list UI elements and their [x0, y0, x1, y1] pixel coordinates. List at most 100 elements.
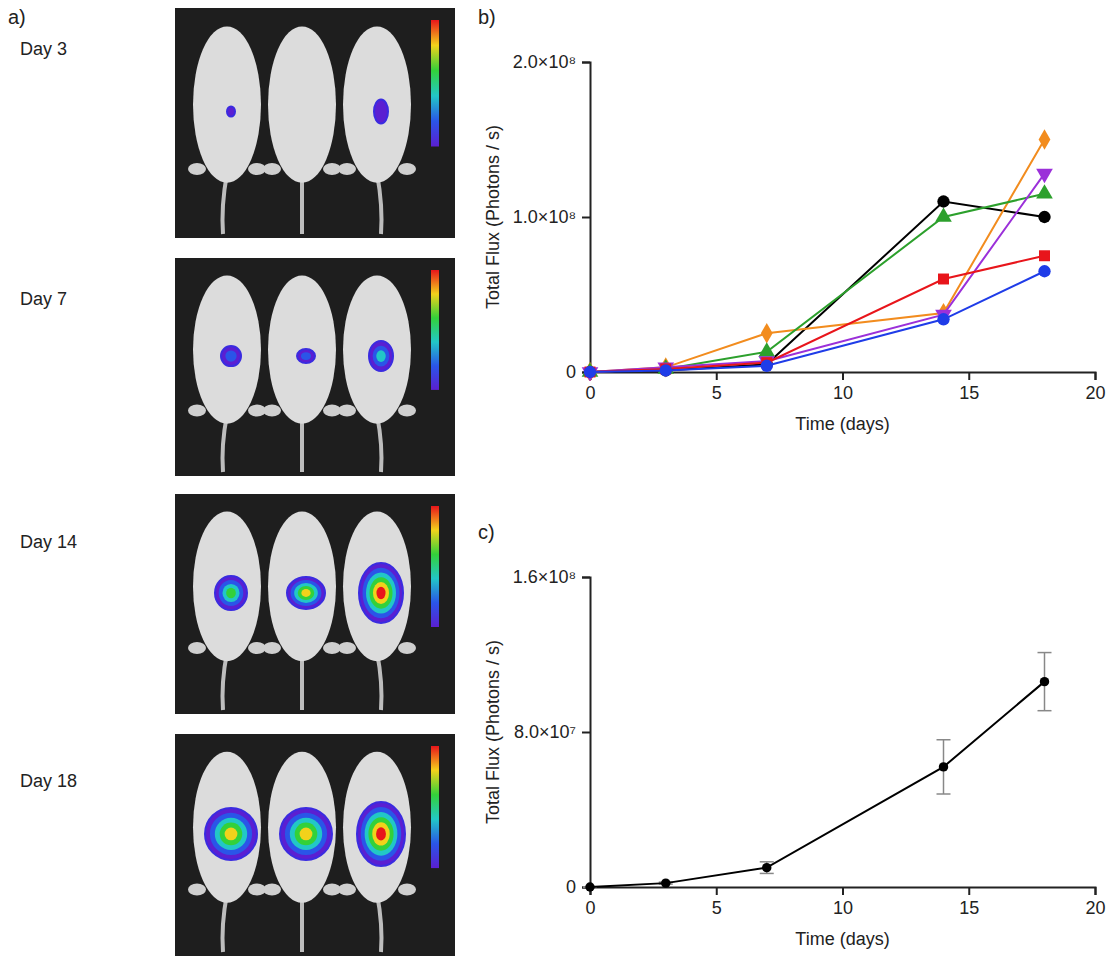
data-point: [585, 882, 594, 891]
data-point: [938, 274, 949, 285]
tick: 1.6×10⁸: [513, 567, 590, 587]
mouse: [263, 26, 341, 234]
x-axis-title: Time (days): [795, 414, 889, 434]
mouse-leg: [188, 883, 206, 895]
x-axis-title: Time (days): [795, 929, 889, 949]
mouse-body: [343, 512, 411, 662]
tick-label: 8.0×10⁷: [514, 722, 576, 742]
signal-blob: [205, 808, 257, 860]
mouse-body: [268, 512, 336, 662]
day-label: Day 3: [20, 39, 67, 59]
data-point: [939, 762, 948, 771]
signal-blob: [357, 802, 405, 866]
data-point: [660, 364, 672, 376]
series-line: [590, 202, 1045, 373]
tick-label: 1.6×10⁸: [513, 567, 576, 587]
plot-area: [583, 653, 1052, 892]
error-bar-cap: [1038, 710, 1052, 712]
tick-label: 5: [712, 383, 722, 403]
mouse-body: [268, 26, 336, 182]
tick-label: 0: [566, 362, 576, 382]
tick-label: 10: [833, 898, 853, 918]
data-point: [937, 195, 949, 207]
data-point: [935, 207, 952, 221]
mouse: [188, 275, 266, 472]
data-point: [584, 366, 596, 378]
signal-blob: [300, 828, 313, 841]
day-label: Day 7: [20, 289, 67, 309]
signal-blob: [226, 588, 236, 598]
signal-blob: [220, 823, 243, 846]
tick-label: 0: [585, 898, 595, 918]
mouse-leg: [188, 163, 206, 175]
signal-blob: [297, 349, 315, 363]
signal-blob: [298, 586, 314, 600]
data-point: [585, 367, 596, 378]
mouse: [263, 275, 341, 472]
signal-blob: [291, 580, 322, 606]
mouse-leg: [398, 163, 416, 175]
tick-label: 2.0×10⁸: [513, 52, 576, 72]
data-point: [1040, 677, 1049, 686]
signal-blob: [373, 582, 389, 604]
tick-mark: [582, 62, 590, 64]
mouse: [338, 512, 416, 710]
signal-blob: [361, 807, 401, 861]
signal-blob: [227, 107, 235, 117]
color-scale: [431, 506, 439, 627]
signal-blob: [222, 584, 239, 602]
mouse-body: [343, 275, 411, 423]
mouse-body: [268, 752, 336, 903]
tick-label: 20: [1085, 898, 1105, 918]
tick-mark: [582, 732, 590, 734]
panel-label: a): [8, 6, 26, 28]
plot-area: [582, 129, 1053, 381]
mouse-leg: [398, 405, 416, 417]
photo-background: [175, 8, 455, 238]
tick: 2.0×10⁸: [513, 52, 590, 72]
signal-blob: [215, 576, 247, 610]
mouse: [338, 26, 416, 234]
error-bar-cap: [760, 873, 774, 875]
color-scale: [431, 270, 439, 390]
series-line: [590, 256, 1045, 372]
panel-label: c): [478, 521, 495, 543]
day-label: Day 14: [20, 532, 77, 552]
signal-blob: [362, 568, 399, 618]
tick: 15: [959, 887, 979, 918]
data-point: [1036, 169, 1053, 183]
signal-blob: [221, 346, 241, 366]
signal-blob: [372, 822, 390, 845]
signal-blob: [373, 346, 390, 367]
error-bar: [1038, 653, 1052, 711]
signal-blob: [366, 573, 396, 614]
photo-background: [175, 734, 455, 956]
tick-label: 15: [959, 898, 979, 918]
data-point: [761, 360, 773, 372]
mouse-leg: [263, 642, 281, 654]
mouse-leg: [263, 405, 281, 417]
mouse-leg: [338, 883, 356, 895]
signal-blob: [295, 823, 318, 846]
panel-label: b): [478, 6, 496, 28]
mouse-body: [268, 275, 336, 423]
error-bar-cap: [937, 793, 951, 795]
signal-blob: [365, 812, 398, 856]
tick: 10: [833, 887, 853, 918]
y-axis-title: Total Flux (Photons / s): [483, 125, 503, 309]
signal-blob: [290, 818, 322, 850]
error-bar-cap: [1038, 652, 1052, 654]
series-line: [590, 140, 1045, 373]
signal-blob: [368, 817, 393, 851]
y-axis: 01.0×10⁸2.0×10⁸: [513, 52, 591, 382]
tick: 15: [959, 372, 979, 403]
signal-blob: [369, 577, 392, 608]
mouse-body: [193, 512, 261, 662]
tick: 10: [833, 372, 853, 403]
signal-blob: [219, 580, 244, 606]
series-line: [590, 194, 1045, 372]
data-point: [1036, 184, 1053, 198]
day-label: Day 18: [20, 771, 77, 791]
tick-label: 15: [959, 383, 979, 403]
data-point: [657, 363, 674, 377]
